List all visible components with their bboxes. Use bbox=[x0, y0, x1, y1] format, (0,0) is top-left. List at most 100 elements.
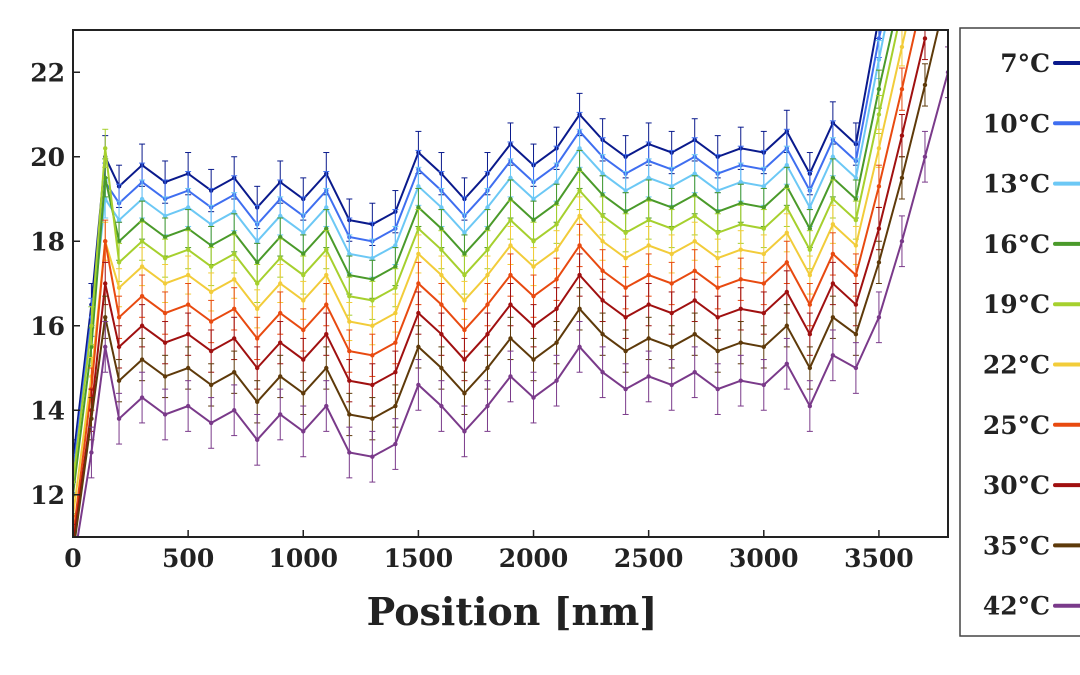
data-point bbox=[600, 213, 605, 219]
data-point bbox=[531, 395, 536, 400]
data-point bbox=[393, 403, 398, 409]
data-point bbox=[370, 353, 375, 358]
series-30c bbox=[73, 30, 928, 537]
data-point bbox=[89, 323, 94, 328]
data-point bbox=[324, 247, 329, 252]
data-point bbox=[347, 319, 352, 324]
data-point bbox=[531, 293, 536, 299]
legend-label: 42°C bbox=[983, 592, 1050, 621]
data-point bbox=[853, 175, 859, 181]
data-point bbox=[416, 184, 421, 189]
y-tick-label: 22 bbox=[30, 58, 65, 87]
data-point bbox=[278, 412, 283, 417]
data-point bbox=[278, 340, 283, 345]
data-point bbox=[324, 226, 329, 231]
data-point bbox=[439, 403, 444, 409]
data-point bbox=[416, 382, 421, 388]
data-point bbox=[876, 57, 882, 62]
data-point bbox=[853, 196, 859, 202]
data-point bbox=[807, 205, 813, 210]
data-point bbox=[231, 336, 237, 341]
data-point bbox=[922, 36, 928, 41]
data-point bbox=[231, 251, 237, 257]
data-point bbox=[577, 188, 582, 193]
data-point bbox=[439, 302, 444, 307]
series-22c bbox=[73, 30, 907, 536]
data-point bbox=[669, 281, 674, 286]
data-point bbox=[162, 281, 168, 286]
data-point bbox=[116, 416, 122, 421]
data-point bbox=[623, 285, 628, 290]
data-point bbox=[669, 226, 674, 231]
data-point bbox=[462, 391, 467, 396]
data-point bbox=[208, 319, 214, 324]
data-point bbox=[231, 230, 237, 235]
data-point bbox=[393, 370, 398, 375]
data-point bbox=[554, 222, 559, 227]
data-point bbox=[208, 264, 214, 269]
x-tick-label: 1000 bbox=[268, 544, 338, 573]
data-point bbox=[301, 272, 306, 278]
data-point bbox=[692, 332, 697, 337]
data-point bbox=[416, 205, 421, 210]
data-point bbox=[116, 378, 122, 383]
data-point bbox=[301, 327, 306, 333]
data-point bbox=[669, 310, 674, 316]
data-point bbox=[899, 133, 905, 138]
data-point bbox=[508, 302, 513, 307]
x-tick-label: 2000 bbox=[499, 544, 569, 573]
data-point bbox=[301, 251, 306, 257]
data-point bbox=[162, 234, 168, 240]
data-point bbox=[208, 420, 214, 426]
data-point bbox=[162, 412, 168, 417]
data-point bbox=[715, 230, 720, 235]
data-point bbox=[485, 247, 490, 252]
data-point bbox=[738, 201, 743, 206]
data-point bbox=[784, 260, 790, 265]
data-point bbox=[876, 86, 882, 92]
data-point bbox=[669, 184, 674, 189]
data-point bbox=[89, 416, 94, 421]
legend-label: 10°C bbox=[983, 109, 1050, 138]
data-point bbox=[103, 175, 108, 181]
data-point bbox=[738, 306, 743, 312]
data-point bbox=[208, 222, 214, 227]
data-point bbox=[876, 36, 882, 41]
data-point bbox=[830, 353, 836, 358]
data-point bbox=[554, 340, 559, 345]
series-line bbox=[73, 38, 926, 537]
data-point bbox=[600, 332, 605, 337]
data-point bbox=[761, 184, 766, 189]
data-point bbox=[370, 454, 375, 459]
series-line bbox=[76, 72, 948, 537]
data-point bbox=[600, 192, 605, 197]
data-point bbox=[255, 306, 260, 312]
data-point bbox=[139, 264, 145, 269]
data-point bbox=[784, 163, 790, 168]
data-point bbox=[577, 167, 582, 172]
data-point bbox=[623, 348, 628, 354]
axes: 0 500 1000 1500 2000 2500 3000 3500 12 14 16 18 20 22 bbox=[30, 58, 914, 573]
data-point bbox=[485, 272, 490, 278]
data-point bbox=[231, 408, 237, 413]
legend-label: 25°C bbox=[983, 411, 1050, 440]
legend-label: 16°C bbox=[983, 230, 1050, 259]
data-point bbox=[876, 146, 882, 151]
data-point bbox=[807, 226, 813, 231]
data-point bbox=[577, 344, 582, 350]
data-point bbox=[324, 272, 329, 278]
data-point bbox=[807, 302, 813, 307]
data-point bbox=[646, 196, 651, 202]
data-point bbox=[103, 146, 108, 151]
y-tick-label: 16 bbox=[30, 312, 65, 341]
data-point bbox=[278, 234, 283, 240]
data-point bbox=[646, 302, 651, 307]
series-line bbox=[73, 30, 878, 462]
data-point bbox=[370, 416, 375, 421]
data-point bbox=[103, 315, 108, 320]
data-point bbox=[370, 277, 375, 282]
legend-label: 7°C bbox=[1000, 49, 1050, 78]
data-point bbox=[139, 239, 145, 244]
data-point bbox=[646, 217, 651, 223]
data-point bbox=[508, 374, 513, 379]
